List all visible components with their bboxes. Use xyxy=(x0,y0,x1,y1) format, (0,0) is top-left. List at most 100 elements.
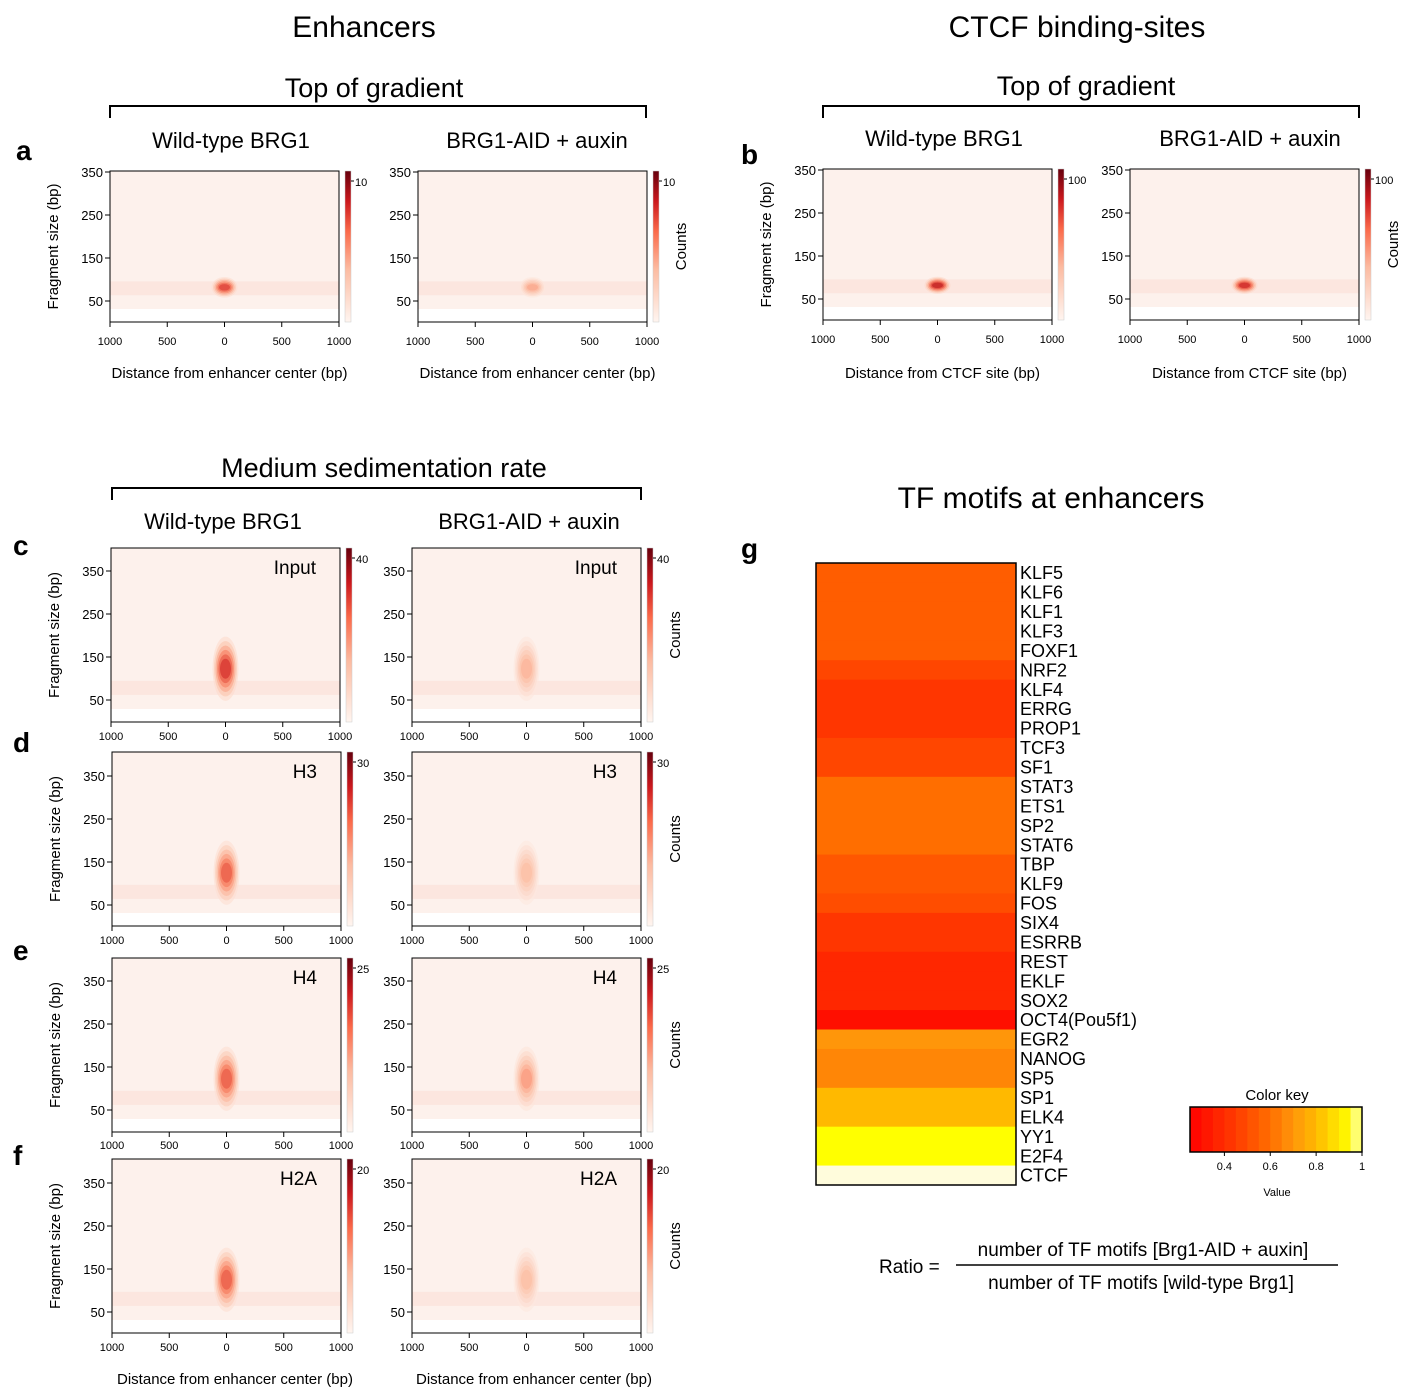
tf-cell xyxy=(816,679,1016,700)
y-tick-label: 350 xyxy=(389,165,411,180)
x-tick-label: 1000 xyxy=(400,1140,424,1152)
x-axis-label: Distance from CTCF site (bp) xyxy=(1152,365,1347,382)
tf-row-label: EGR2 xyxy=(1020,1030,1069,1050)
tf-cell xyxy=(816,796,1016,817)
xlabel-f-aid: Distance from enhancer center (bp) xyxy=(416,1371,652,1387)
heatmap-hotspot xyxy=(221,1068,232,1089)
color-key-segment xyxy=(1235,1107,1248,1152)
tf-row-label: STAT3 xyxy=(1020,777,1073,797)
bracket-a xyxy=(109,105,647,118)
color-key-tick-label: 1 xyxy=(1359,1161,1365,1173)
fraction-label: H4 xyxy=(293,968,318,989)
tf-row-label: ESRRB xyxy=(1020,932,1082,952)
x-tick-label: 500 xyxy=(160,1342,178,1354)
x-tick-label: 1000 xyxy=(1040,334,1064,346)
y-tick-label: 150 xyxy=(794,249,816,264)
colorbar-max-label: 40 xyxy=(657,554,669,566)
tf-cell xyxy=(816,621,1016,642)
colorbar-label: Counts xyxy=(667,1021,684,1069)
tf-row-label: NRF2 xyxy=(1020,660,1067,680)
enhancers-title: Enhancers xyxy=(292,11,435,44)
x-tick-label: 0 xyxy=(222,731,228,743)
x-tick-label: 1000 xyxy=(629,1342,653,1354)
tf-cell xyxy=(816,699,1016,719)
heatmap-empty-band xyxy=(112,1320,341,1333)
colorbar xyxy=(346,751,354,927)
tf-row-label: NANOG xyxy=(1020,1049,1086,1069)
colorbar xyxy=(646,547,654,723)
x-tick-label: 1000 xyxy=(400,935,424,947)
fraction-label: H4 xyxy=(593,968,618,989)
x-tick-label: 500 xyxy=(160,935,178,947)
heatmap-empty-band xyxy=(823,307,1052,320)
y-tick-label: 250 xyxy=(83,1219,105,1234)
tf-row-label: ETS1 xyxy=(1020,796,1065,816)
heatmap-panel-e-aid: 50 150 250 350 1000 500 0 500 1000 H4 25 Counts xyxy=(383,957,684,1152)
tf-row-label: KLF9 xyxy=(1020,874,1063,894)
color-key-segment xyxy=(1316,1107,1329,1152)
y-axis-label: Fragment size (bp) xyxy=(47,1183,64,1309)
heatmap-background xyxy=(110,171,339,322)
y-tick-label: 50 xyxy=(391,1103,405,1118)
heatmap-empty-band xyxy=(418,309,647,322)
tf-cell xyxy=(816,1068,1016,1089)
y-axis-label: Fragment size (bp) xyxy=(47,776,64,902)
formula-numerator: number of TF motifs [Brg1-AID + auxin] xyxy=(978,1240,1309,1261)
tf-row-label: FOS xyxy=(1020,894,1057,914)
y-tick-label: 250 xyxy=(383,812,405,827)
heatmap-empty-band xyxy=(412,709,641,722)
heatmap-hotspot xyxy=(521,658,532,679)
y-tick-label: 150 xyxy=(82,650,104,665)
heatmap-hotspot xyxy=(521,1269,532,1290)
y-tick-label: 50 xyxy=(89,294,103,309)
colorbar-max-label: 100 xyxy=(1068,175,1086,187)
col-title-b-aid: BRG1-AID + auxin xyxy=(1159,126,1341,151)
y-tick-label: 350 xyxy=(383,974,405,989)
tf-cell xyxy=(816,971,1016,992)
colorbar-max-label: 25 xyxy=(657,964,669,976)
x-tick-label: 1000 xyxy=(329,935,353,947)
formula-denominator: number of TF motifs [wild-type Brg1] xyxy=(988,1273,1294,1294)
tf-row-label: CTCF xyxy=(1020,1166,1068,1186)
tf-cell xyxy=(816,1029,1016,1050)
heatmap-panel-e-wt: 50 150 250 350 1000 500 0 500 1000 Fragment size … xyxy=(47,957,369,1152)
x-tick-label: 500 xyxy=(275,1140,293,1152)
heatmap-empty-band xyxy=(412,1119,641,1132)
fraction-label: Input xyxy=(575,558,618,579)
x-tick-label: 0 xyxy=(523,1140,529,1152)
heatmap-panel-f-wt: 50 150 250 350 1000 500 0 500 1000 Fragment size … xyxy=(47,1158,369,1354)
x-tick-label: 500 xyxy=(575,935,593,947)
heatmap-empty-band xyxy=(112,1119,341,1132)
x-tick-label: 500 xyxy=(575,1140,593,1152)
x-tick-label: 1000 xyxy=(400,731,424,743)
x-tick-label: 0 xyxy=(1241,334,1247,346)
colorbar xyxy=(646,957,654,1133)
x-tick-label: 500 xyxy=(159,731,177,743)
panel-letter-b: b xyxy=(741,139,758,170)
x-tick-label: 1000 xyxy=(328,731,352,743)
y-tick-label: 250 xyxy=(383,607,405,622)
y-tick-label: 50 xyxy=(802,292,816,307)
y-tick-label: 250 xyxy=(83,1017,105,1032)
heatmap-background xyxy=(823,169,1052,320)
y-tick-label: 50 xyxy=(397,294,411,309)
tf-row-label: EKLF xyxy=(1020,971,1065,991)
colorbar-label: Counts xyxy=(667,1222,684,1270)
y-axis-label: Fragment size (bp) xyxy=(47,982,64,1108)
y-tick-label: 350 xyxy=(1101,163,1123,178)
x-tick-label: 1000 xyxy=(99,731,123,743)
x-tick-label: 1000 xyxy=(100,1140,124,1152)
x-tick-label: 500 xyxy=(1178,334,1196,346)
x-tick-label: 1000 xyxy=(1118,334,1142,346)
tf-cell xyxy=(816,1048,1016,1069)
ctcf-title: CTCF binding-sites xyxy=(949,11,1206,44)
bracket-b xyxy=(822,105,1360,118)
heatmap-panel-a-wt: 50 150 250 350 1000 500 0 500 1000 Fragment size … xyxy=(45,165,367,382)
tf-cell xyxy=(816,1010,1016,1030)
colorbar xyxy=(346,1158,354,1334)
x-tick-label: 500 xyxy=(273,336,291,348)
heatmap-hotspot xyxy=(932,282,943,288)
colorbar-label: Counts xyxy=(667,815,684,863)
tf-cell xyxy=(816,601,1016,622)
x-tick-label: 500 xyxy=(1293,334,1311,346)
